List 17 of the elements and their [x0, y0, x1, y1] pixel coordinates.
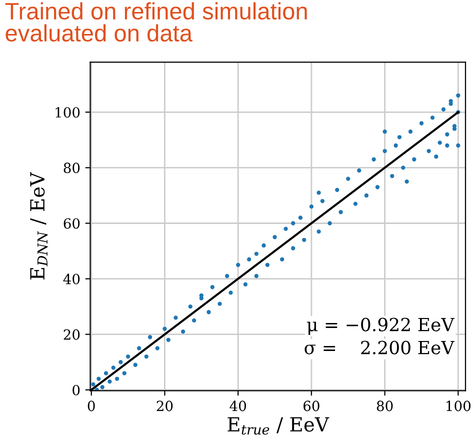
y-tick-label: 80: [64, 162, 80, 174]
annotation: σ = 2.200 EeV: [304, 340, 455, 354]
annotation: μ = −0.922 EeV: [307, 318, 455, 335]
x-tick-label: 40: [230, 400, 246, 412]
x-tick-label: 60: [304, 400, 320, 412]
x-tick-label: 0: [88, 400, 95, 412]
x-tick-label: 20: [156, 400, 173, 412]
y-tick-label: 100: [56, 107, 80, 118]
x-axis-title: E$_{true}$ / EeV: [228, 417, 330, 435]
x-tick-label: 80: [376, 400, 393, 412]
x-tick-label: 100: [446, 400, 470, 412]
y-tick-label: 60: [64, 218, 80, 229]
y-tick-label: 20: [64, 329, 80, 340]
chart-title: Trained on refined simulation evaluated on data: [5, 2, 307, 42]
y-tick-label: 40: [63, 274, 80, 284]
y-axis-title: E$_{DNN}$ / EeV: [30, 172, 48, 280]
y-tick-label: 0: [72, 384, 80, 396]
